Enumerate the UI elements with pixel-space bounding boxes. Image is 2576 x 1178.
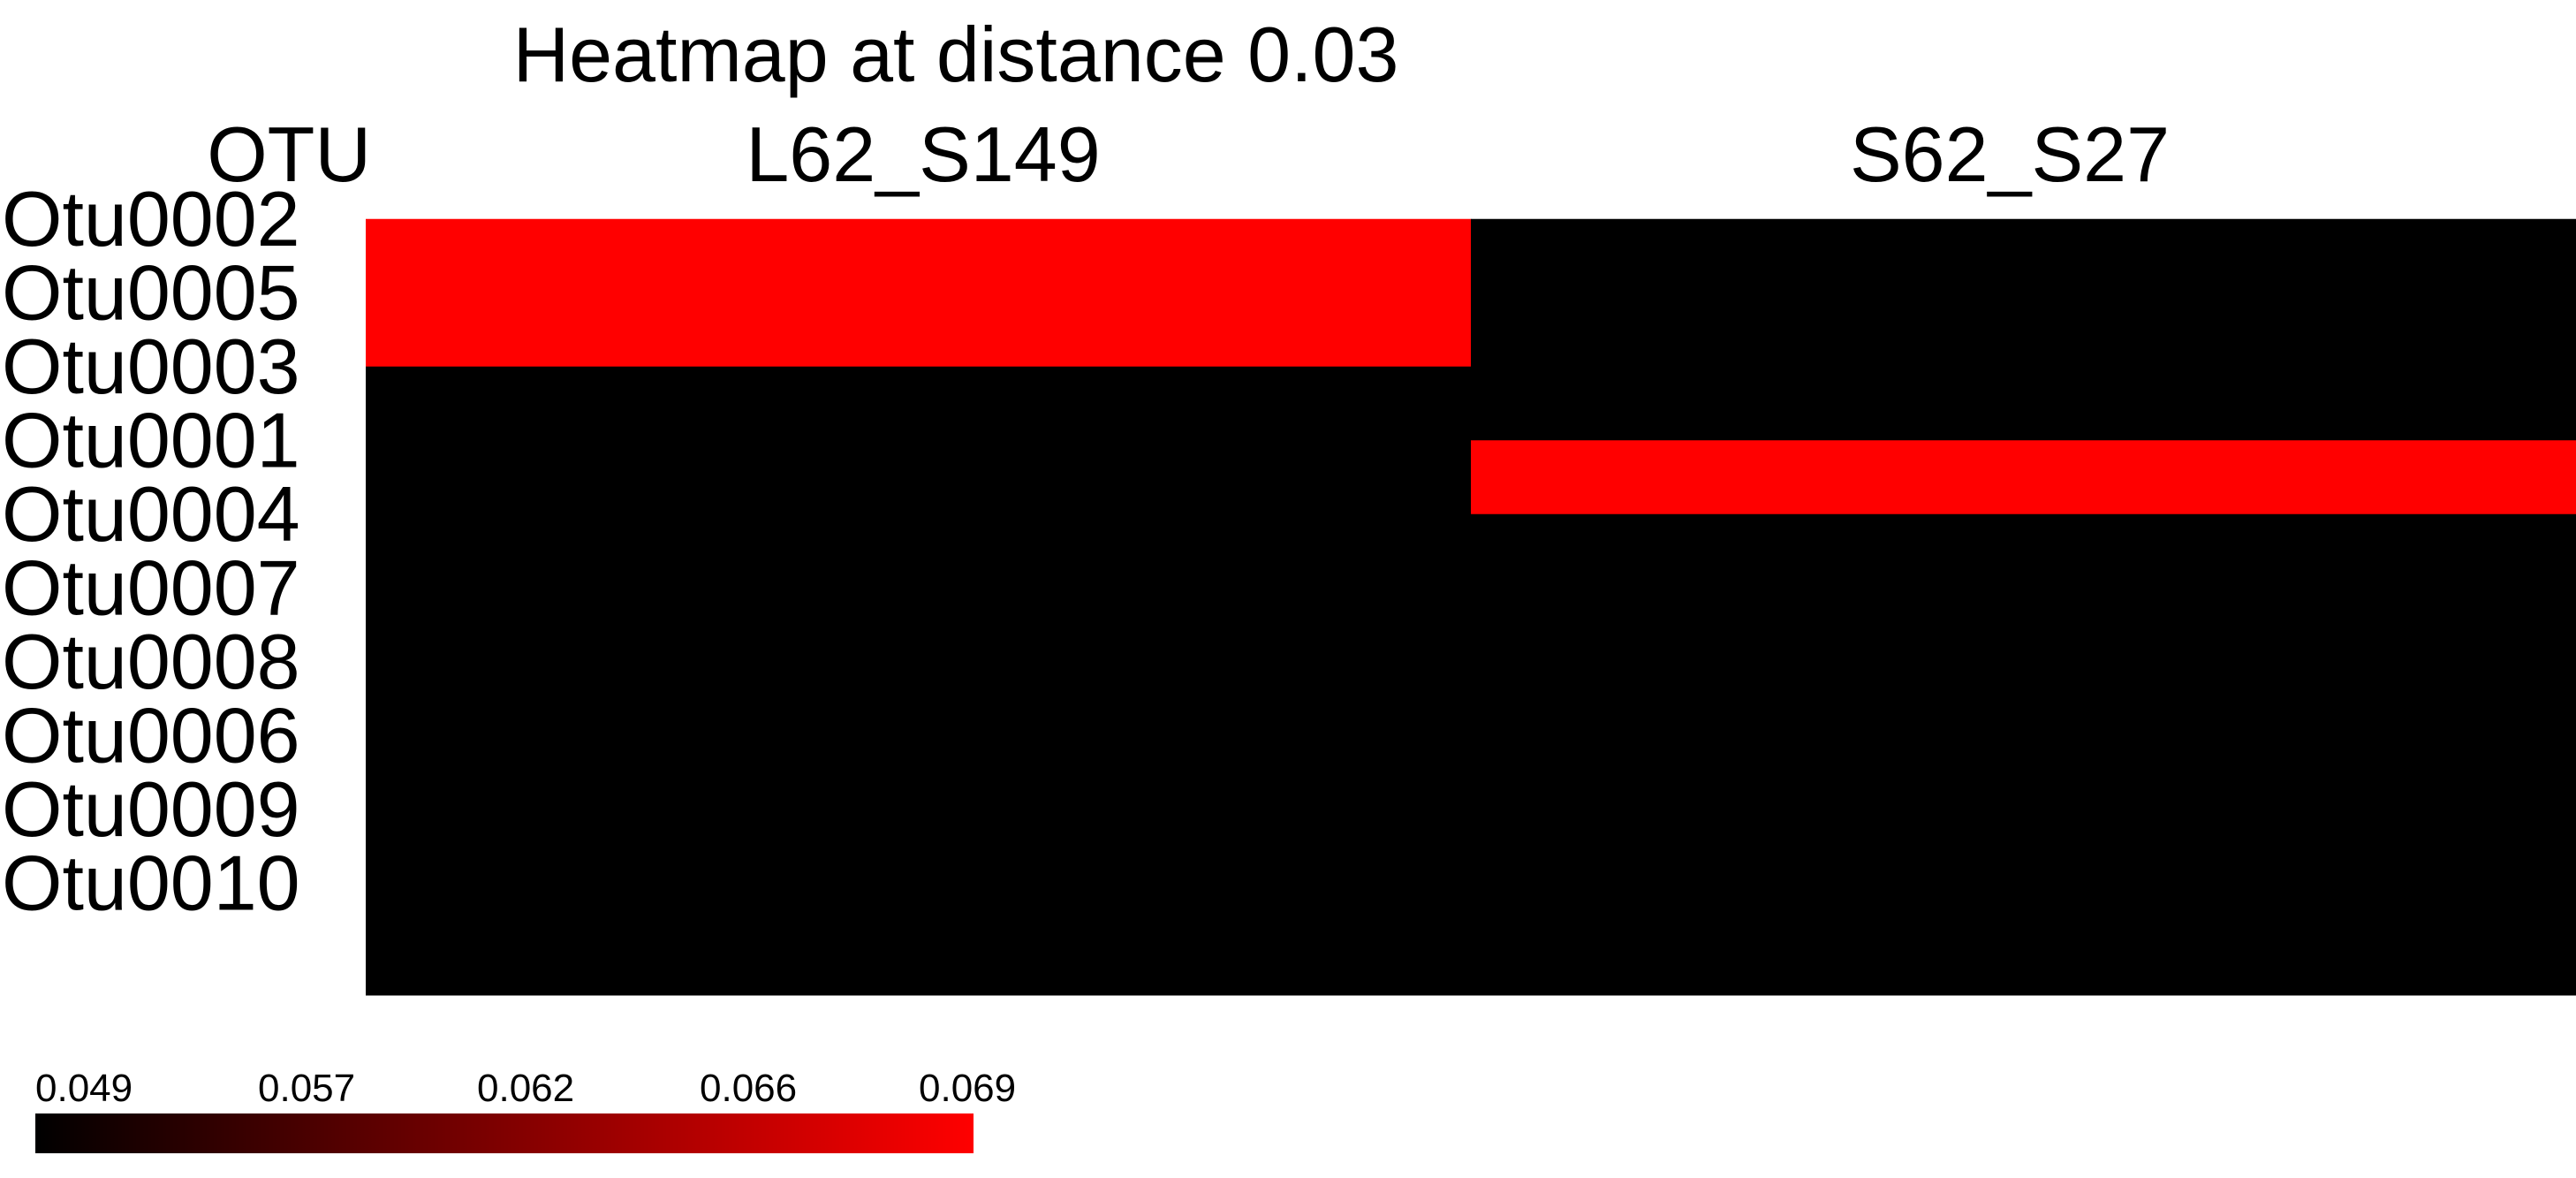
heatmap-cell	[1471, 661, 2576, 736]
color-bar-tick-label: 0.066	[700, 1067, 797, 1110]
heatmap-cell	[366, 513, 1472, 589]
column-label: L62_S149	[746, 110, 1100, 198]
row-label: Otu0005	[2, 248, 300, 336]
heatmap-cells	[366, 218, 2576, 996]
heatmap-cell	[1471, 883, 2576, 996]
row-label: Otu0001	[2, 396, 300, 483]
heatmap-cell	[1471, 440, 2576, 515]
heatmap-cell	[366, 366, 1472, 441]
color-bar-tick-label: 0.069	[919, 1067, 1016, 1110]
heatmap-cell	[366, 735, 1472, 810]
color-bar: 0.049 0.057 0.062 0.066 0.069	[35, 1067, 1016, 1153]
row-label: Otu0008	[2, 618, 300, 705]
row-label: Otu0002	[2, 175, 300, 262]
row-label: Otu0009	[2, 765, 300, 853]
row-label: Otu0004	[2, 470, 300, 558]
color-bar-gradient	[35, 1113, 974, 1153]
column-labels: L62_S149 S62_S27	[746, 110, 2170, 198]
heatmap-cell	[1471, 809, 2576, 884]
heatmap-cell	[1471, 735, 2576, 810]
row-labels: Otu0002Otu0005Otu0003Otu0001Otu0004Otu00…	[2, 175, 300, 927]
heatmap-cell	[366, 293, 1472, 368]
heatmap-cell	[366, 588, 1472, 663]
row-label: Otu0010	[2, 839, 300, 926]
heatmap-cell	[1471, 293, 2576, 368]
heatmap-cell	[366, 661, 1472, 736]
color-bar-tick-labels: 0.049 0.057 0.062 0.066 0.069	[35, 1067, 1016, 1110]
heatmap-cell	[1471, 366, 2576, 441]
color-bar-tick-label: 0.049	[35, 1067, 133, 1110]
row-label: Otu0006	[2, 691, 300, 779]
color-bar-tick-label: 0.057	[258, 1067, 355, 1110]
row-header-label: OTU	[207, 110, 371, 198]
column-label: S62_S27	[1850, 110, 2170, 198]
color-bar-tick-label: 0.062	[477, 1067, 574, 1110]
row-label: Otu0003	[2, 323, 300, 410]
chart-title: Heatmap at distance 0.03	[513, 11, 1399, 98]
heatmap-cell	[366, 809, 1472, 884]
heatmap-cell	[366, 883, 1472, 996]
heatmap-cell	[1471, 513, 2576, 589]
heatmap-cell	[1471, 588, 2576, 663]
row-label: Otu0007	[2, 543, 300, 631]
heatmap-cell	[366, 440, 1472, 515]
heatmap-cell	[366, 218, 1472, 293]
heatmap-cell	[1471, 218, 2576, 293]
